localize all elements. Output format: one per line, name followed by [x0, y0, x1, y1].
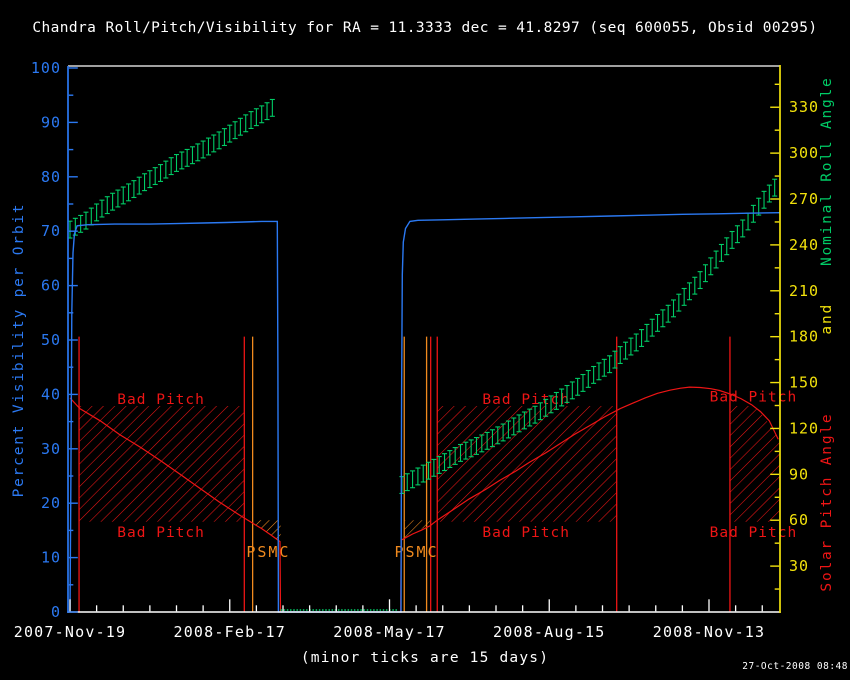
roll-zero-dot	[376, 609, 378, 611]
roll-zero-dot	[366, 609, 369, 611]
roll-zero-dot	[385, 609, 388, 611]
bad-pitch-label: Bad Pitch	[710, 390, 798, 406]
x-tick-label: 2008-May-17	[333, 623, 446, 641]
bad-pitch-label: Bad Pitch	[482, 392, 570, 408]
right-tick-label: 240	[789, 236, 819, 254]
roll-zero-dot	[337, 609, 340, 611]
roll-zero-dot	[315, 609, 318, 611]
left-tick-label: 50	[41, 331, 61, 349]
right-tick-label: 90	[789, 465, 809, 483]
bad-pitch-label: Bad Pitch	[710, 525, 798, 541]
right-tick-label: 150	[789, 374, 819, 392]
left-tick-label: 90	[41, 113, 61, 131]
roll-zero-dot	[299, 609, 302, 611]
bad-pitch-label: Bad Pitch	[117, 525, 205, 541]
left-tick-label: 40	[41, 385, 61, 403]
axes: 0 10 20 30 40 50 60 70 80 90 100 30 60 90 120 150 180 210…	[14, 59, 819, 641]
roll-zero-dot	[392, 609, 394, 611]
roll-zero-dot	[373, 609, 375, 611]
solar-pitch-curve	[69, 397, 282, 613]
roll-zero-dot	[353, 609, 356, 611]
roll-zero-dot	[347, 609, 350, 611]
roll-zero-dot	[283, 609, 286, 611]
roll-zero-dot	[350, 609, 353, 611]
right-tick-label: 270	[789, 190, 819, 208]
roll-zero-dot	[312, 609, 315, 611]
roll-zero-dot	[357, 609, 359, 611]
right-axis-title: Solar Pitch Angle and Nominal Roll Angle	[819, 76, 835, 591]
bad-pitch-label: Bad Pitch	[117, 392, 205, 408]
psmc-label: PSMC	[246, 543, 290, 561]
roll-zero-dot	[321, 609, 324, 611]
roll-zero-dot	[280, 609, 283, 611]
roll-zero-dot	[341, 609, 343, 611]
roll-zero-dot	[382, 609, 385, 611]
x-tick-label: 2007-Nov-19	[14, 623, 127, 641]
left-tick-label: 70	[41, 222, 61, 240]
roll-zero-dot	[289, 609, 292, 611]
right-tick-label: 120	[789, 419, 819, 437]
roll-zero-dot	[395, 609, 398, 611]
roll-zero-dot	[318, 609, 321, 611]
left-axis-title: Percent Visibility per Orbit	[11, 203, 27, 498]
right-tick-label: 210	[789, 282, 819, 300]
roll-zero-dot	[286, 609, 289, 611]
roll-zero-dot	[363, 609, 366, 611]
roll-zero-dot	[360, 609, 362, 611]
solar-pitch-curve	[400, 386, 779, 613]
bad-pitch-label: Bad Pitch	[482, 525, 570, 541]
roll-zero-dot	[302, 609, 305, 611]
left-tick-label: 10	[41, 549, 61, 567]
x-tick-label: 2008-Nov-13	[653, 623, 766, 641]
roll-zero-dot	[305, 609, 308, 611]
left-tick-label: 80	[41, 168, 61, 186]
nominal-roll-band	[67, 98, 275, 239]
roll-zero-dot	[331, 609, 334, 611]
left-axis-title-text: Percent Visibility per Orbit	[11, 202, 27, 498]
left-tick-label: 20	[41, 494, 61, 512]
right-tick-label: 60	[789, 511, 809, 529]
right-axis-title-and: and	[819, 302, 835, 335]
left-tick-label: 30	[41, 440, 61, 458]
psmc-constraint-region	[252, 520, 281, 542]
psmc-constraint-region	[404, 520, 438, 539]
right-axis-title-pitch: Solar Pitch Angle	[819, 412, 835, 592]
right-tick-label: 330	[789, 98, 819, 116]
roll-zero-dot	[296, 609, 299, 611]
left-tick-label: 100	[31, 59, 61, 77]
bad-pitch-region	[729, 406, 780, 522]
roll-zero-dot	[328, 609, 331, 611]
left-tick-label: 60	[41, 277, 61, 295]
right-tick-label: 300	[789, 144, 819, 162]
right-axis-title-roll: Nominal Roll Angle	[819, 76, 835, 266]
left-tick-label: 0	[51, 603, 61, 621]
roll-zero-dot	[379, 609, 382, 611]
roll-zero-dot	[293, 609, 295, 611]
x-tick-label: 2008-Aug-15	[493, 623, 606, 641]
roll-zero-dot	[369, 609, 372, 611]
psmc-label: PSMC	[394, 543, 438, 561]
roll-zero-dot	[344, 609, 346, 611]
x-axis-note: (minor ticks are 15 days)	[300, 650, 550, 666]
x-tick-label: 2008-Feb-17	[173, 623, 286, 641]
plot-timestamp: 27-Oct-2008 08:48	[742, 661, 848, 672]
chart-title: Chandra Roll/Pitch/Visibility for RA = 1…	[32, 20, 818, 36]
right-tick-label: 30	[789, 557, 809, 575]
right-tick-label: 180	[789, 328, 819, 346]
roll-zero-dot	[325, 609, 327, 611]
